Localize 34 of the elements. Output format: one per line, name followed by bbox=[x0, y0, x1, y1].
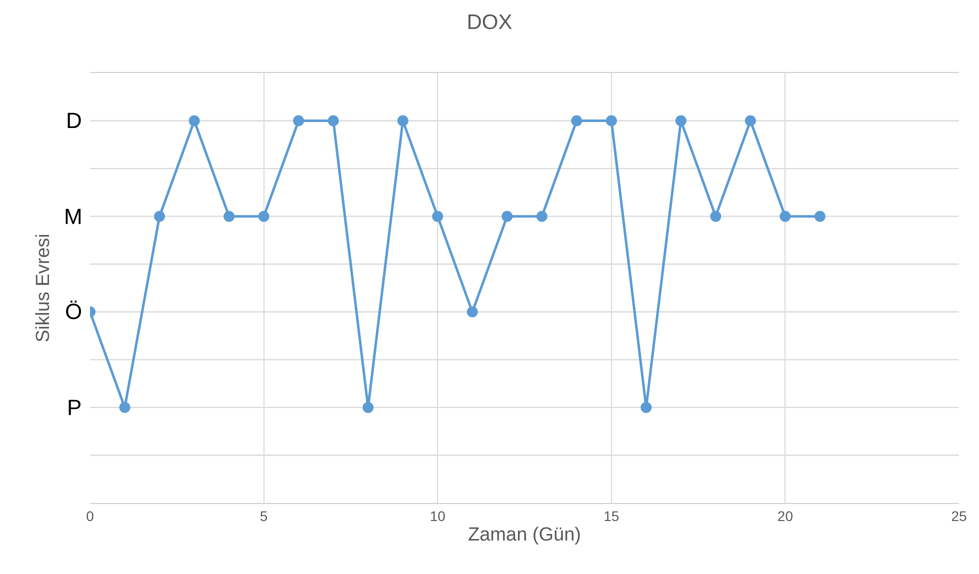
point bbox=[780, 210, 791, 222]
x-axis-title: Zaman (Gün) bbox=[468, 524, 581, 546]
point bbox=[744, 115, 756, 126]
point bbox=[188, 115, 200, 126]
ref-line-label: P bbox=[67, 395, 82, 420]
x-tick-label: 15 bbox=[604, 508, 620, 524]
point bbox=[432, 210, 444, 222]
point bbox=[640, 402, 652, 413]
point bbox=[466, 306, 478, 318]
point bbox=[362, 402, 374, 413]
point bbox=[293, 115, 304, 126]
x-tick-label: 20 bbox=[777, 508, 794, 524]
x-tick-label: 25 bbox=[951, 508, 967, 524]
point bbox=[224, 210, 235, 222]
y-axis-title: Siklus Evresi bbox=[32, 234, 54, 342]
point bbox=[606, 115, 617, 126]
point bbox=[119, 402, 130, 413]
point bbox=[328, 115, 339, 126]
x-tick-label: 10 bbox=[430, 508, 446, 524]
x-tick-label: 0 bbox=[86, 508, 94, 524]
ref-line-label: M bbox=[64, 204, 82, 229]
ref-line-label: Ö bbox=[65, 299, 82, 324]
point bbox=[571, 115, 582, 126]
point bbox=[710, 210, 722, 222]
chart-title: DOX bbox=[466, 11, 512, 34]
point bbox=[814, 210, 826, 222]
point bbox=[397, 115, 408, 126]
x-tick-label: 5 bbox=[260, 508, 268, 524]
point bbox=[536, 210, 548, 222]
point bbox=[502, 210, 513, 222]
point bbox=[675, 115, 686, 126]
point bbox=[258, 210, 270, 222]
point bbox=[154, 210, 166, 222]
ref-line-label: D bbox=[66, 108, 82, 133]
